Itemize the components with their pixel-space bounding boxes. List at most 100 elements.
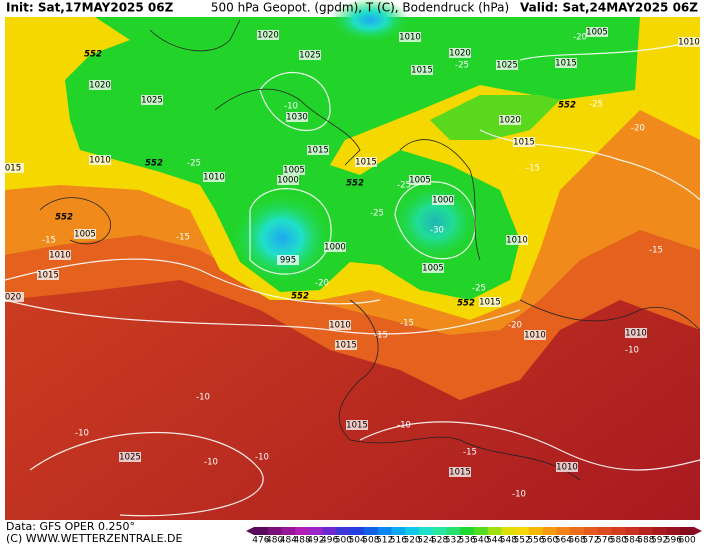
colorbar-swatch <box>652 527 667 535</box>
colorbar-tick-label: 524 <box>417 536 434 544</box>
colorbar-swatch <box>322 527 337 535</box>
colorbar-tick-label: 600 <box>679 536 696 544</box>
height-label: 552 <box>145 159 163 169</box>
label-box <box>89 155 111 165</box>
colorbar-tick-label: 560 <box>541 536 558 544</box>
colorbar-swatch <box>556 527 571 535</box>
temperature-label: -20 <box>315 279 329 289</box>
label-box <box>283 165 305 175</box>
colorbar-tick-label: 548 <box>500 536 517 544</box>
label-box <box>409 175 431 185</box>
isobar-label: 1010 <box>678 38 700 48</box>
temperature-label: -10 <box>196 393 210 403</box>
isobar-label: 995 <box>280 256 296 266</box>
temperature-label: -20 <box>573 33 587 43</box>
temperature-label: -25 <box>397 181 411 191</box>
isobar-label: 1005 <box>586 28 608 38</box>
colorbar-end <box>694 527 702 535</box>
colorbar-tick-label: 528 <box>431 536 448 544</box>
height-label: 552 <box>55 213 73 223</box>
isobar-label: 1025 <box>141 96 163 106</box>
temperature-label: -25 <box>589 100 603 110</box>
isobar-label: 1010 <box>556 463 578 473</box>
temperature-label: -15 <box>526 164 540 174</box>
temperature-label: -10 <box>255 453 269 463</box>
label-box <box>432 195 454 205</box>
label-box <box>479 297 501 307</box>
isobar-label: 1015 <box>37 271 59 281</box>
colorbar-swatch <box>611 527 626 535</box>
temperature-label: -15 <box>42 236 56 246</box>
isobar-label: 1015 <box>555 59 577 69</box>
label-box <box>355 157 377 167</box>
isobar-label: 1010 <box>506 236 528 246</box>
colorbar-tick-label: 552 <box>514 536 531 544</box>
colorbar-swatch <box>680 527 695 535</box>
isobar-label: 1005 <box>422 264 444 274</box>
isobar-label: 1000 <box>324 243 346 253</box>
colorbar-swatch <box>267 527 282 535</box>
label-box <box>74 229 96 239</box>
label-box <box>449 48 471 58</box>
label-box <box>499 115 521 125</box>
isobar-label: 1015 <box>449 468 471 478</box>
colorbar-swatch <box>460 527 475 535</box>
height-label: 552 <box>558 101 576 111</box>
isobar-label: 020 <box>5 293 21 303</box>
colorbar-tick-label: 492 <box>307 536 324 544</box>
colorbar-tick-label: 580 <box>610 536 627 544</box>
label-box <box>411 65 433 75</box>
height-label: 552 <box>457 299 475 309</box>
colorbar-tick-label: 544 <box>486 536 503 544</box>
label-box <box>277 175 299 185</box>
isobar-label: 1025 <box>496 61 518 71</box>
colorbar-swatch <box>597 527 612 535</box>
temperature-label: -15 <box>649 246 663 256</box>
label-box <box>346 420 368 430</box>
temperature-label: -25 <box>370 209 384 219</box>
temperature-label: -15 <box>400 319 414 329</box>
temperature-label: -15 <box>374 331 388 341</box>
isobar-label: 1005 <box>409 176 431 186</box>
colorbar-tick-label: 540 <box>472 536 489 544</box>
colorbar-swatch <box>364 527 379 535</box>
temperature-label: -10 <box>625 346 639 356</box>
label-box <box>89 80 111 90</box>
colorbar-swatch <box>639 527 654 535</box>
colorbar-tick-label: 496 <box>321 536 338 544</box>
isobar-label: 1015 <box>479 298 501 308</box>
isobar-label: 1020 <box>499 116 521 126</box>
colorbar-tick-label: 488 <box>294 536 311 544</box>
temperature-label: -25 <box>455 61 469 71</box>
colorbar-swatch <box>391 527 406 535</box>
temperature-label: -25 <box>187 159 201 169</box>
label-box <box>524 330 546 340</box>
colorbar-swatch <box>350 527 365 535</box>
height-label: 552 <box>84 50 102 60</box>
isobar-label: 1015 <box>307 146 329 156</box>
low-center <box>232 193 332 283</box>
label-box <box>422 263 444 273</box>
label-box <box>257 30 279 40</box>
colorbar-swatch <box>584 527 599 535</box>
isobar-label: 1010 <box>89 156 111 166</box>
label-box <box>119 452 141 462</box>
label-box <box>49 250 71 260</box>
colorbar-tick-label: 476 <box>252 536 269 544</box>
isobar-label: 015 <box>5 164 21 174</box>
label-box <box>286 112 308 122</box>
isobar-label: 1005 <box>283 166 305 176</box>
label-box <box>307 145 329 155</box>
label-box <box>449 467 471 477</box>
isobar-label: 1020 <box>89 81 111 91</box>
colorbar-swatch <box>377 527 392 535</box>
isobar-label: 1015 <box>355 158 377 168</box>
valid-time: Valid: Sat,24MAY2025 06Z <box>520 1 698 15</box>
colorbar-swatch <box>419 527 434 535</box>
coastlines <box>39 19 701 481</box>
temperature-label: -10 <box>75 429 89 439</box>
temperature-label: -20 <box>508 321 522 331</box>
colorbar-swatch <box>254 527 269 535</box>
label-box <box>399 32 421 42</box>
